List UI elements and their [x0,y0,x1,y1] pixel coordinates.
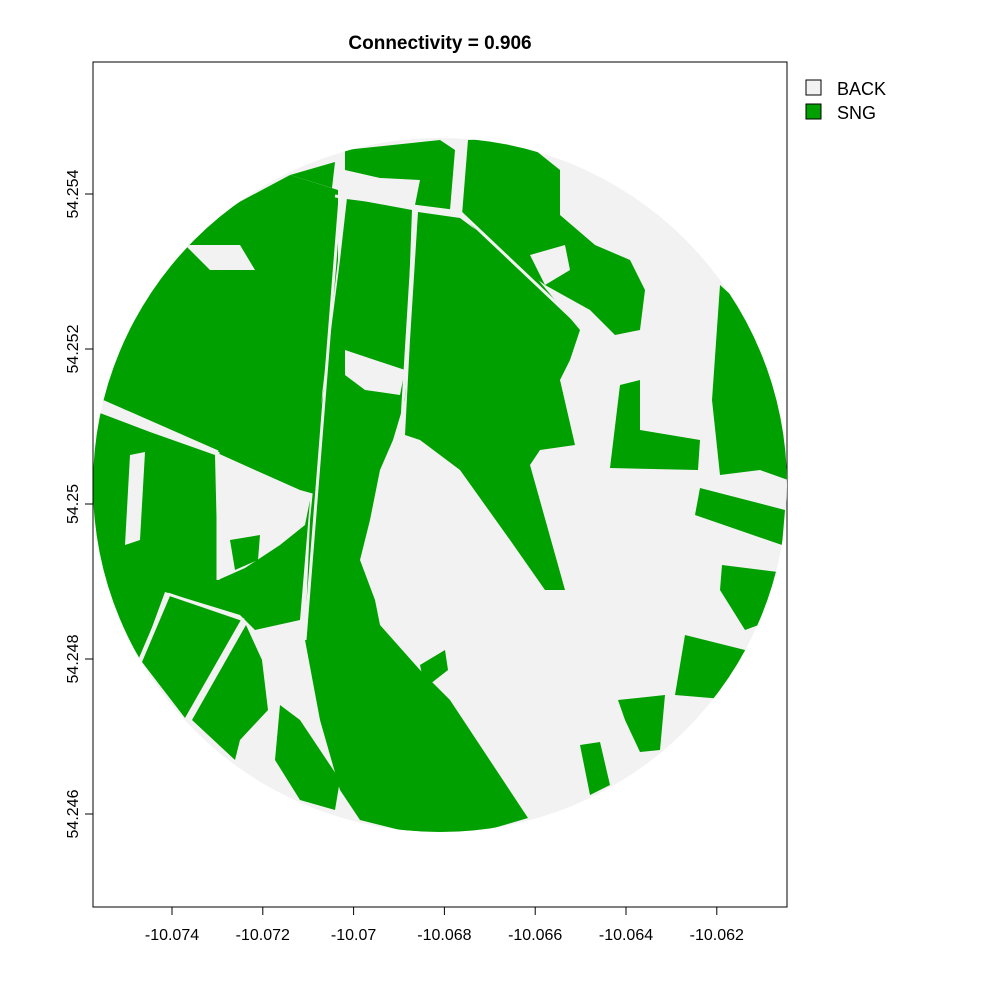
sng-patch-southeast-2 [618,695,665,752]
boundary-southwest-top [167,592,245,622]
x-tick-label: -10.072 [236,927,290,944]
legend-swatch-back [805,79,822,96]
sng-patch-center-small [230,535,260,570]
boundary-diagonal-north [458,210,592,337]
legend: BACK SNG [805,79,886,123]
sng-patch-north-small [290,162,335,188]
y-tick-label: 54.25 [65,484,82,524]
back-hole-north [185,245,255,270]
map-title: Connectivity = 0.906 [348,33,531,54]
sng-patch-east-1 [712,285,787,480]
y-axis: 54.246 54.248 54.25 54.252 54.254 [65,169,94,838]
boundary-southwest-left [136,593,170,665]
sng-patch-east-2 [610,380,700,470]
x-axis: -10.074 -10.072 -10.07 -10.068 -10.066 -10.06… [145,906,744,944]
field-boundaries [94,149,592,723]
legend-label-back: BACK [837,79,886,99]
boundary-vertical-b [400,209,417,421]
sng-patch-southwest-field-a [142,596,242,718]
sng-patch-north [345,140,455,210]
sng-patch-east-3 [695,488,785,545]
boundary-west-diagonal [94,396,219,454]
x-tick-label: -10.068 [417,927,471,944]
x-tick-label: -10.074 [145,927,199,944]
sng-patch-south-tiny [580,742,610,795]
sng-patch-south-left [275,705,340,810]
x-tick-label: -10.07 [331,927,376,944]
x-tick-label: -10.066 [508,927,562,944]
legend-label-sng: SNG [837,103,876,123]
back-holes [125,245,570,545]
y-tick-label: 54.252 [65,324,82,373]
y-tick-label: 54.248 [65,634,82,683]
sng-patch-north-northeast [462,138,645,335]
boundary-vertical-a [303,197,342,641]
back-hole-central [345,350,405,395]
x-tick-label: -10.062 [690,927,744,944]
back-hole-northeast [530,245,570,285]
x-tick-label: -10.064 [599,927,653,944]
back-hole-west [125,452,145,545]
sng-patch-north-central [405,212,580,590]
study-area [93,138,787,832]
boundary-horizontal-north [334,194,461,214]
boundary-north-short [453,149,462,213]
legend-swatch-sng [805,103,822,120]
sng-patch-west [93,410,310,660]
y-tick-label: 54.246 [65,789,82,838]
y-tick-label: 54.254 [65,169,82,218]
sng-patch-southwest-field-b [192,625,268,760]
boundary-southwest-mid [183,619,246,723]
sng-patch-south-small [420,650,448,688]
